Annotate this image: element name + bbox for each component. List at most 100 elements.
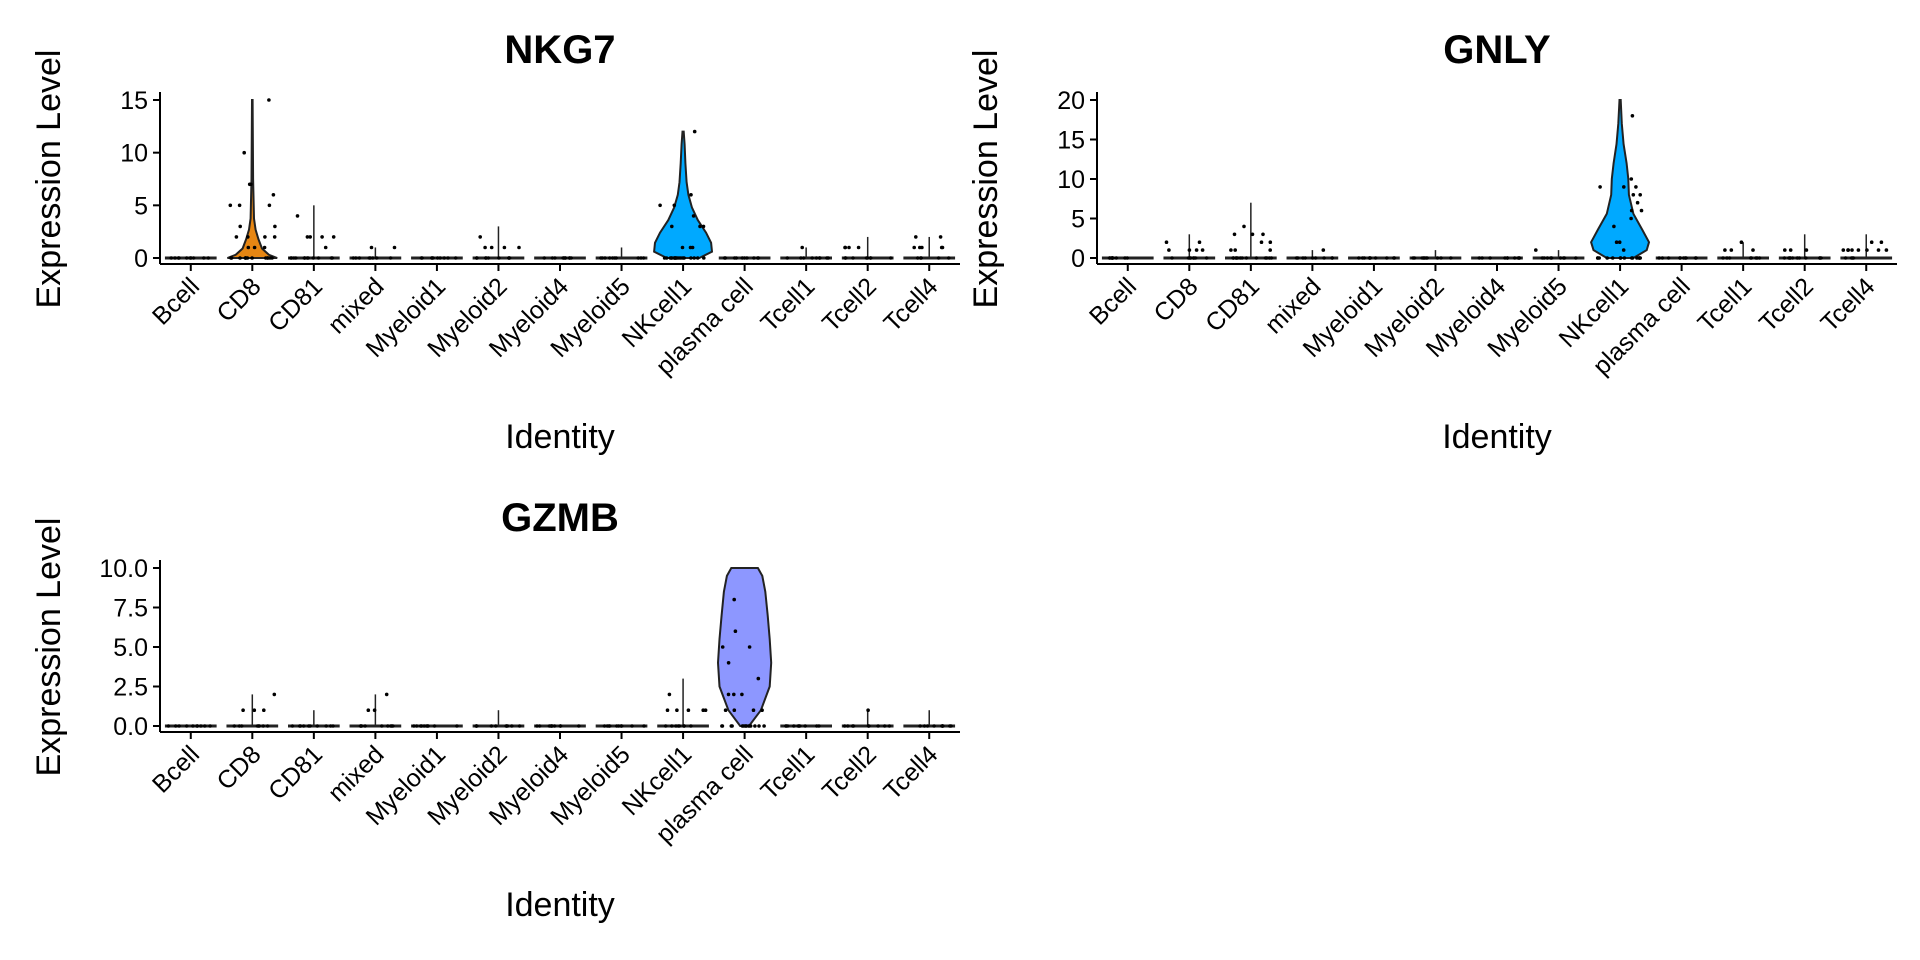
data-point	[756, 256, 761, 260]
data-point	[1232, 232, 1237, 237]
data-point	[948, 724, 952, 728]
data-point	[912, 245, 916, 250]
data-point	[1254, 256, 1259, 260]
data-point	[191, 724, 195, 728]
data-point	[670, 224, 674, 229]
data-point	[494, 724, 498, 728]
data-point	[1725, 256, 1729, 260]
data-point	[803, 724, 807, 728]
data-point	[1477, 256, 1482, 260]
data-point	[1678, 256, 1682, 260]
panel-title: NKG7	[504, 28, 615, 72]
data-point	[1170, 256, 1174, 260]
data-point	[792, 724, 796, 728]
data-point	[1268, 240, 1273, 244]
data-point	[1534, 248, 1538, 252]
data-point	[720, 724, 724, 728]
data-point	[658, 203, 662, 208]
data-point	[745, 256, 749, 260]
data-point	[1865, 248, 1869, 252]
x-axis-label: Identity	[505, 418, 615, 456]
y-tick-label: 5.0	[113, 634, 148, 662]
data-point	[1595, 256, 1600, 260]
data-point	[328, 724, 333, 728]
y-tick-label: 10	[1057, 166, 1085, 194]
data-point	[692, 129, 697, 134]
data-point	[363, 724, 367, 728]
data-point	[1618, 256, 1623, 260]
data-point	[1512, 256, 1517, 260]
data-point	[936, 256, 941, 260]
data-point	[418, 724, 423, 728]
violin-plasma-cell	[716, 567, 773, 727]
data-point	[733, 629, 738, 633]
data-point	[850, 724, 855, 728]
data-point	[734, 256, 739, 260]
x-tick-label: CD81	[263, 272, 328, 337]
data-point	[206, 256, 211, 260]
data-point	[668, 256, 673, 260]
data-point	[732, 597, 736, 602]
data-point	[351, 256, 356, 260]
data-point	[392, 245, 397, 250]
data-point	[1630, 256, 1635, 260]
data-point	[1561, 256, 1566, 260]
data-point	[305, 235, 310, 239]
y-tick-label: 7.5	[113, 595, 148, 623]
data-point	[1629, 208, 1634, 213]
data-point	[673, 256, 677, 260]
data-point	[1233, 248, 1237, 252]
data-point	[262, 708, 266, 712]
data-point	[667, 692, 672, 697]
data-point	[642, 724, 646, 728]
data-point	[888, 256, 893, 260]
data-point	[483, 245, 487, 250]
data-point	[537, 724, 542, 728]
data-point	[825, 256, 829, 260]
data-point	[1488, 256, 1492, 260]
data-point	[599, 256, 603, 260]
y-tick-label: 10.0	[99, 555, 148, 583]
data-point	[1723, 248, 1727, 252]
data-point	[762, 724, 766, 728]
data-point	[1542, 256, 1546, 260]
data-point	[552, 724, 557, 728]
data-point	[1605, 256, 1609, 260]
data-point	[1301, 256, 1305, 260]
data-point	[374, 256, 379, 260]
data-point	[1783, 248, 1787, 252]
data-point	[380, 724, 384, 728]
data-point	[1261, 232, 1265, 237]
data-point	[542, 256, 547, 260]
data-point	[1795, 256, 1800, 260]
data-point	[484, 256, 488, 260]
data-point	[1114, 256, 1119, 260]
data-point	[1517, 256, 1521, 260]
data-point	[1204, 256, 1209, 260]
data-point	[331, 235, 336, 239]
data-point	[732, 692, 736, 697]
data-point	[918, 724, 922, 728]
data-point	[1631, 193, 1636, 197]
data-point	[252, 708, 257, 712]
data-point	[1638, 193, 1642, 197]
data-point	[1231, 256, 1235, 260]
data-point	[1841, 248, 1846, 252]
data-point	[1164, 240, 1169, 244]
data-point	[607, 256, 612, 260]
data-point	[1612, 224, 1616, 229]
data-point	[239, 724, 244, 728]
data-point	[760, 708, 764, 712]
data-point	[384, 692, 389, 697]
data-point	[289, 256, 293, 260]
data-point	[672, 203, 677, 208]
data-point	[446, 256, 450, 260]
data-point	[1876, 248, 1881, 252]
data-point	[810, 256, 814, 260]
data-point	[732, 708, 737, 712]
panel-title: GZMB	[501, 496, 619, 540]
data-point	[308, 235, 313, 239]
data-point	[1193, 256, 1198, 260]
data-point	[1660, 256, 1665, 260]
data-point	[818, 256, 822, 260]
